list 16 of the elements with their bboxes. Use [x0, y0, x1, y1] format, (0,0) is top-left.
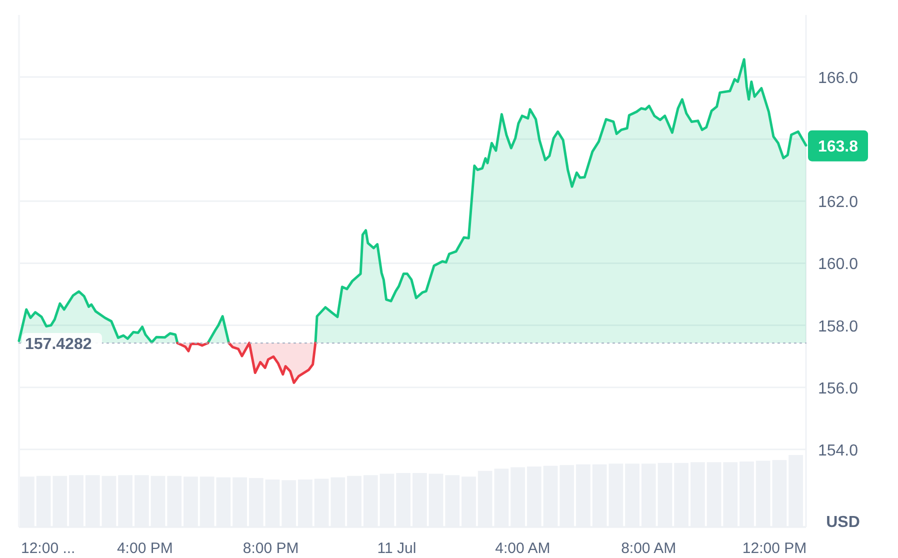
y-tick-label: 158.0: [818, 318, 858, 336]
annotation: 163.8: [818, 138, 858, 156]
y-tick-label: 166.0: [818, 70, 858, 88]
x-tick-label: 12:00 ...: [21, 540, 76, 557]
y-tick-label: 156.0: [818, 380, 858, 398]
x-tick-label: 4:00 AM: [495, 540, 550, 557]
y-tick-label: 160.0: [818, 256, 858, 274]
x-tick-label: 8:00 AM: [621, 540, 676, 557]
x-tick-label: 8:00 PM: [242, 540, 299, 557]
y-tick-label: 162.0: [818, 194, 858, 212]
x-tick-label: 11 Jul: [377, 540, 416, 557]
y-tick-label: 154.0: [818, 442, 858, 460]
x-tick-label: 4:00 PM: [116, 540, 173, 557]
y-axis-title: USD: [826, 514, 860, 531]
x-tick-label: 12:00 PM: [742, 540, 807, 557]
ref-line-label: 157.4282: [25, 336, 92, 354]
